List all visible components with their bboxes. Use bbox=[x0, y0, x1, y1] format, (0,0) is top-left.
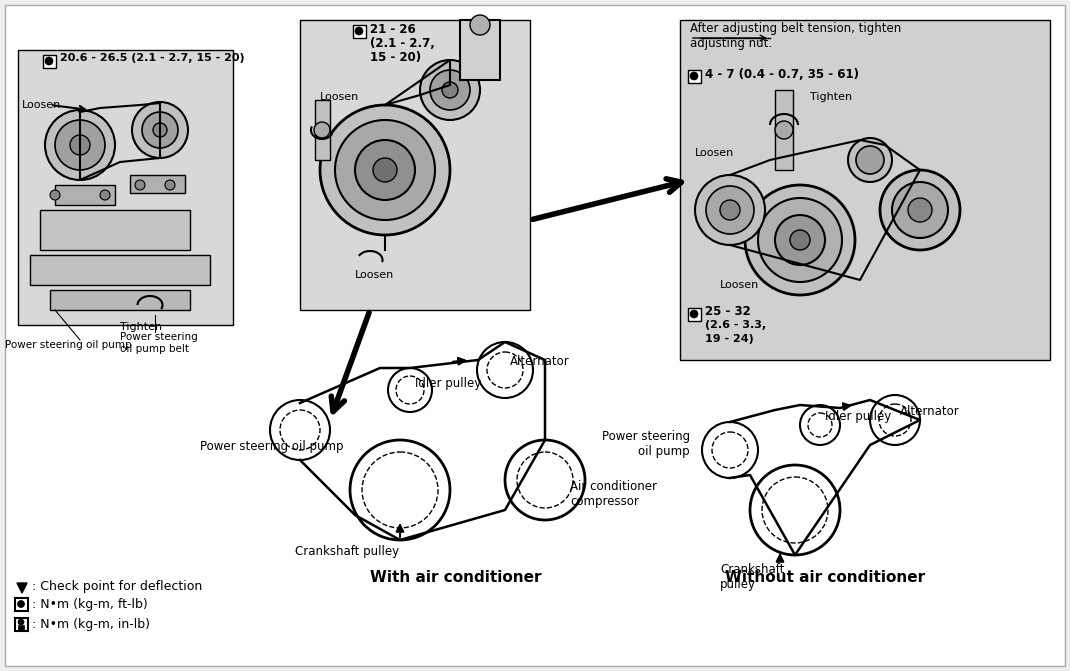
Circle shape bbox=[373, 158, 397, 182]
Bar bbox=[15, 618, 28, 631]
FancyBboxPatch shape bbox=[18, 50, 233, 325]
Text: Crankshaft pulley: Crankshaft pulley bbox=[295, 545, 399, 558]
Bar bbox=[688, 70, 701, 83]
Polygon shape bbox=[17, 583, 27, 593]
Bar bbox=[43, 55, 56, 68]
Circle shape bbox=[775, 215, 825, 265]
Circle shape bbox=[908, 198, 932, 222]
Text: Power steering
oil pump: Power steering oil pump bbox=[601, 430, 690, 458]
Bar bbox=[15, 598, 28, 611]
Circle shape bbox=[790, 230, 810, 250]
Circle shape bbox=[70, 135, 90, 155]
Text: Alternator: Alternator bbox=[900, 405, 960, 418]
Text: Idler pulley: Idler pulley bbox=[825, 410, 891, 423]
Text: Power steering oil pump: Power steering oil pump bbox=[5, 340, 132, 350]
Text: 25 - 32: 25 - 32 bbox=[705, 305, 751, 318]
Circle shape bbox=[430, 70, 470, 110]
FancyBboxPatch shape bbox=[681, 20, 1050, 360]
Text: Air conditioner
compressor: Air conditioner compressor bbox=[570, 480, 657, 508]
Text: Loosen: Loosen bbox=[355, 270, 394, 280]
Text: (2.1 - 2.7,: (2.1 - 2.7, bbox=[370, 37, 434, 50]
Circle shape bbox=[335, 120, 435, 220]
Text: With air conditioner: With air conditioner bbox=[370, 570, 541, 585]
Text: Tighten: Tighten bbox=[810, 92, 852, 102]
Bar bbox=[18, 625, 24, 630]
Text: After adjusting belt tension, tighten
adjusting nut.: After adjusting belt tension, tighten ad… bbox=[690, 22, 901, 50]
Text: 4 - 7 (0.4 - 0.7, 35 - 61): 4 - 7 (0.4 - 0.7, 35 - 61) bbox=[705, 68, 859, 81]
Text: Idler pulley: Idler pulley bbox=[415, 377, 482, 390]
Circle shape bbox=[142, 112, 178, 148]
Circle shape bbox=[720, 200, 740, 220]
Text: Alternator: Alternator bbox=[510, 355, 569, 368]
Text: Without air conditioner: Without air conditioner bbox=[725, 570, 926, 585]
Circle shape bbox=[355, 27, 363, 35]
Bar bbox=[50, 290, 190, 310]
Text: Crankshaft
pulley: Crankshaft pulley bbox=[720, 563, 784, 591]
Bar bbox=[30, 255, 210, 285]
Circle shape bbox=[45, 57, 54, 65]
Circle shape bbox=[849, 138, 892, 182]
Bar bbox=[775, 90, 793, 170]
Circle shape bbox=[892, 182, 948, 238]
Circle shape bbox=[55, 120, 105, 170]
Circle shape bbox=[153, 123, 167, 137]
Circle shape bbox=[745, 185, 855, 295]
Circle shape bbox=[690, 310, 698, 318]
Circle shape bbox=[856, 146, 884, 174]
Circle shape bbox=[165, 180, 175, 190]
Circle shape bbox=[470, 15, 490, 35]
Circle shape bbox=[18, 619, 24, 625]
Text: Loosen: Loosen bbox=[720, 280, 760, 290]
Bar bbox=[353, 25, 366, 38]
Text: : Check point for deflection: : Check point for deflection bbox=[32, 580, 202, 593]
Bar bbox=[40, 210, 190, 250]
Circle shape bbox=[320, 105, 450, 235]
Circle shape bbox=[355, 140, 415, 200]
Text: 21 - 26: 21 - 26 bbox=[370, 23, 416, 36]
Text: Loosen: Loosen bbox=[22, 100, 61, 110]
FancyBboxPatch shape bbox=[300, 20, 530, 310]
Text: Loosen: Loosen bbox=[696, 148, 734, 158]
Text: Tighten: Tighten bbox=[120, 322, 163, 332]
Text: : N•m (kg-m, ft-lb): : N•m (kg-m, ft-lb) bbox=[32, 598, 148, 611]
Bar bbox=[55, 185, 114, 205]
Circle shape bbox=[132, 102, 188, 158]
Circle shape bbox=[775, 121, 793, 139]
Text: Power steering oil pump: Power steering oil pump bbox=[200, 440, 343, 453]
Circle shape bbox=[421, 60, 480, 120]
Circle shape bbox=[706, 186, 754, 234]
Circle shape bbox=[442, 82, 458, 98]
Bar bbox=[460, 20, 500, 80]
Text: Power steering
oil pump belt: Power steering oil pump belt bbox=[120, 332, 198, 354]
Bar bbox=[315, 100, 330, 160]
Circle shape bbox=[880, 170, 960, 250]
Text: 15 - 20): 15 - 20) bbox=[370, 51, 422, 64]
Text: (2.6 - 3.3,: (2.6 - 3.3, bbox=[705, 320, 766, 330]
Text: Loosen: Loosen bbox=[320, 92, 360, 102]
Circle shape bbox=[135, 180, 146, 190]
Circle shape bbox=[45, 110, 114, 180]
Circle shape bbox=[696, 175, 765, 245]
Bar bbox=[129, 175, 185, 193]
Circle shape bbox=[100, 190, 110, 200]
Text: 19 - 24): 19 - 24) bbox=[705, 334, 753, 344]
Circle shape bbox=[17, 601, 25, 607]
Text: 20.6 - 26.5 (2.1 - 2.7, 15 - 20): 20.6 - 26.5 (2.1 - 2.7, 15 - 20) bbox=[60, 53, 245, 63]
Circle shape bbox=[314, 122, 330, 138]
Bar bbox=[688, 308, 701, 321]
Circle shape bbox=[50, 190, 60, 200]
Circle shape bbox=[690, 72, 698, 80]
Circle shape bbox=[758, 198, 842, 282]
Text: : N•m (kg-m, in-lb): : N•m (kg-m, in-lb) bbox=[32, 618, 150, 631]
